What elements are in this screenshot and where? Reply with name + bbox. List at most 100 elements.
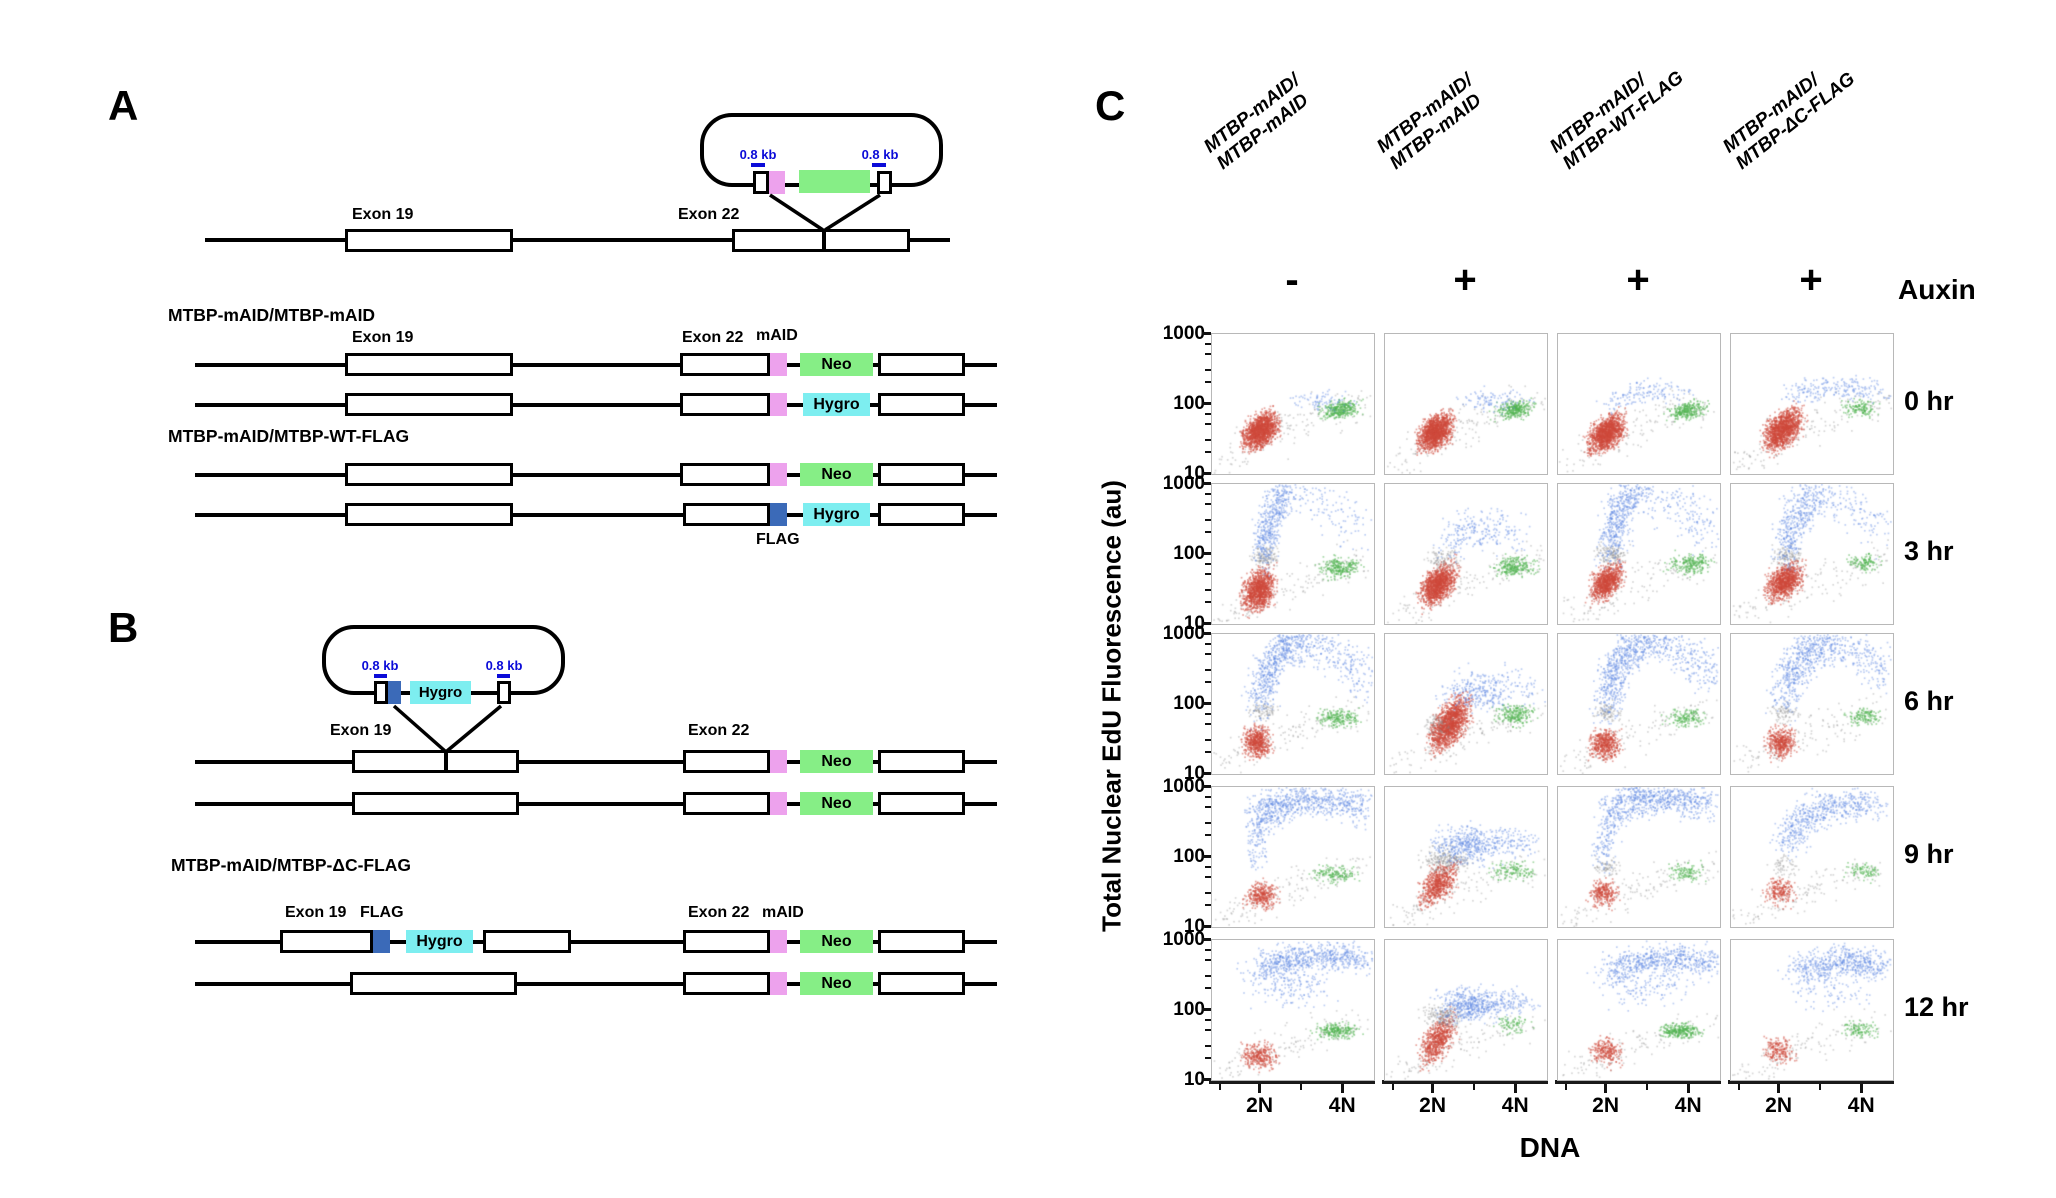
x-axis-line (1728, 1080, 1894, 1084)
homology-arm-box (753, 171, 769, 194)
x-tick-label: 2N (1419, 1094, 1447, 1117)
x-tick-label: 4N (1674, 1094, 1702, 1117)
homology-length-label: 0.8 kb (739, 147, 777, 162)
y-minor-tick (1205, 530, 1211, 533)
x-major-tick (1258, 1084, 1262, 1093)
x-minor-tick (1564, 1084, 1568, 1090)
exon22-box (732, 229, 910, 252)
scatter-plot-r4c2 (1557, 939, 1721, 1081)
y-major-tick (1202, 854, 1211, 858)
auxin-sign-0: - (1285, 258, 1299, 302)
exon19-label: Exon 19 (352, 206, 414, 223)
y-minor-tick (1205, 948, 1211, 951)
homology-length-label: 0.8 kb (361, 658, 399, 673)
y-minor-tick (1205, 986, 1211, 989)
x-minor-tick (1218, 1084, 1222, 1090)
scatter-plot-r2c1 (1384, 633, 1548, 775)
y-tick-label: 1000 (1162, 323, 1205, 344)
y-minor-tick (1205, 450, 1211, 453)
y-minor-tick (1205, 891, 1211, 894)
y-major-tick (1202, 1007, 1211, 1011)
y-major-tick (1202, 621, 1211, 625)
y-minor-tick (1205, 412, 1211, 415)
y-tick-label: 10 (1183, 613, 1205, 634)
neo-tag: Neo (800, 792, 873, 815)
scatter-canvas-r1c3 (1731, 484, 1893, 624)
scatter-plot-r0c2 (1557, 333, 1721, 475)
auxin-label: Auxin (1898, 274, 1976, 305)
maid-tag (770, 750, 787, 773)
y-minor-tick (1205, 959, 1211, 962)
x-minor-tick (1472, 1084, 1476, 1090)
y-minor-tick (1205, 680, 1211, 683)
maid-tag (770, 353, 787, 376)
x-minor-tick (1299, 1084, 1303, 1090)
exon19-label: Exon 19 (330, 722, 392, 739)
flag-label: FLAG (756, 531, 800, 548)
panel-a-label: A (108, 82, 139, 129)
maid-tag (770, 393, 787, 416)
homology-tick (872, 163, 886, 167)
x-minor-tick (1737, 1084, 1741, 1090)
scatter-canvas-r1c2 (1558, 484, 1720, 624)
x-tick-label: 4N (1501, 1094, 1529, 1117)
hygro-cassette-box: Hygro (410, 681, 471, 704)
exon19-box (345, 229, 513, 252)
y-tick-label: 1000 (1162, 929, 1205, 950)
y-minor-tick (1205, 653, 1211, 656)
x-axis-line (1555, 1080, 1721, 1084)
y-tick-label: 100 (1173, 693, 1205, 714)
scatter-plot-r3c1 (1384, 786, 1548, 928)
scatter-canvas-r3c1 (1385, 787, 1547, 927)
y-tick-label: 100 (1173, 393, 1205, 414)
x-tick-label: 4N (1328, 1094, 1356, 1117)
y-major-tick (1202, 551, 1211, 555)
y-major-tick (1202, 631, 1211, 635)
y-major-tick (1202, 1077, 1211, 1081)
auxin-sign-3: + (1799, 258, 1823, 302)
col-header-1: MTBP-mAID/ MTBP-mAID (1373, 70, 1486, 174)
y-minor-tick (1205, 492, 1211, 495)
scatter-canvas-r1c1 (1385, 484, 1547, 624)
y-major-tick (1202, 784, 1211, 788)
y-tick-label: 1000 (1162, 473, 1205, 494)
col-header-0: MTBP-mAID/ MTBP-mAID (1200, 70, 1313, 174)
y-minor-tick (1205, 974, 1211, 977)
y-minor-tick (1205, 573, 1211, 576)
x-axis-line (1209, 1080, 1375, 1084)
neo-tag: Neo (800, 353, 873, 376)
scatter-plot-r1c2 (1557, 483, 1721, 625)
x-major-tick (1859, 1084, 1863, 1093)
y-minor-tick (1205, 833, 1211, 836)
y-tick-label: 10 (1183, 463, 1205, 484)
y-tick-label: 10 (1183, 763, 1205, 784)
maid-tag (770, 792, 787, 815)
neo-tag: Neo (800, 463, 873, 486)
genotype-title: MTBP-mAID/MTBP-mAID (168, 305, 376, 325)
row-label-3: 9 hr (1904, 839, 1954, 869)
y-minor-tick (1205, 668, 1211, 671)
scatter-plot-r3c0 (1211, 786, 1375, 928)
y-minor-tick (1205, 750, 1211, 753)
integration-site-divider (444, 750, 448, 773)
homology-arm-box (877, 171, 892, 194)
scatter-plot-r3c2 (1557, 786, 1721, 928)
y-minor-tick (1205, 642, 1211, 645)
y-minor-tick (1205, 821, 1211, 824)
y-tick-label: 100 (1173, 543, 1205, 564)
x-major-tick (1513, 1084, 1517, 1093)
y-minor-tick (1205, 876, 1211, 879)
scatter-canvas-r3c3 (1731, 787, 1893, 927)
maid-tag (770, 463, 787, 486)
y-tick-label: 1000 (1162, 623, 1205, 644)
y-minor-tick (1205, 423, 1211, 426)
scatter-canvas-r4c2 (1558, 940, 1720, 1080)
x-tick-label: 4N (1847, 1094, 1875, 1117)
y-minor-tick (1205, 795, 1211, 798)
y-minor-tick (1205, 562, 1211, 565)
y-tick-label: 100 (1173, 846, 1205, 867)
scatter-plot-r1c1 (1384, 483, 1548, 625)
exon22-label: Exon 22 (688, 722, 750, 739)
auxin-sign-1: + (1453, 258, 1477, 302)
